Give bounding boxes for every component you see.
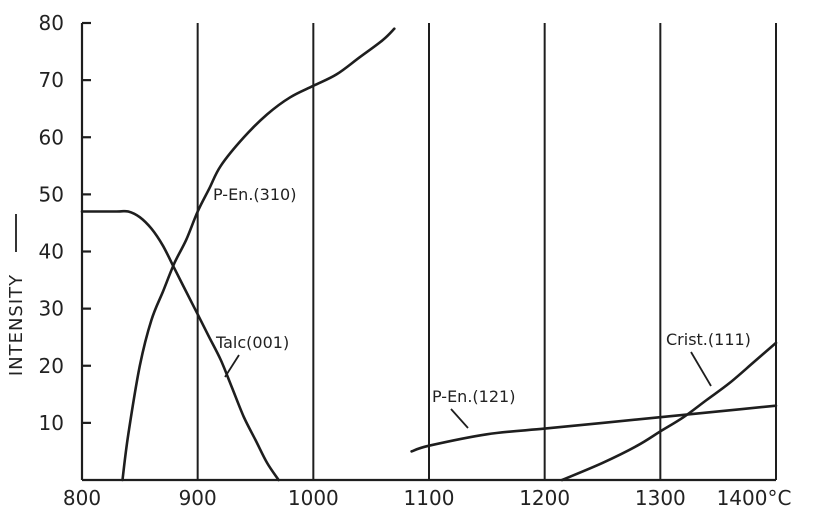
y-tick-label-70: 70 [39,68,64,92]
x-tick-label-800: 800 [63,486,101,509]
vertical-grid [196,23,777,480]
series-line-p-en-121 [410,404,778,453]
series-annotations: P-En.(310) Talc(001) P-En.(121) Crist.(111) [213,185,751,429]
y-tick-label-50: 50 [39,182,64,206]
x-tick-label-1200: 1200 [519,486,570,509]
series-leader-p-en-121 [450,408,469,429]
series-label-crist-111: Crist.(111) [666,330,751,349]
y-tick-label-60: 60 [39,125,64,149]
series-curves [80,27,778,482]
x-tick-label-1000: 1000 [288,486,339,509]
series-label-p-en-310: P-En.(310) [213,185,296,204]
series-leader-crist-111 [690,351,712,387]
y-tick-label-80: 80 [39,11,64,35]
series-label-p-en-121: P-En.(121) [432,387,515,406]
x-tick-label-1100: 1100 [404,486,455,509]
y-tick-label-10: 10 [39,411,64,435]
y-tick-label-40: 40 [39,240,64,264]
axes [80,21,776,482]
series-line-p-en-310 [121,27,396,482]
series-line-talc-001 [80,209,280,482]
tick-labels: 800 900 1000 1100 1200 1300 1400°C 10 20 30 40 50 60… [39,11,792,509]
series-leader-talc-001 [224,354,240,378]
y-axis-label: INTENSITY [6,274,27,376]
x-tick-label-1300: 1300 [635,486,686,509]
series-label-talc-001: Talc(001) [215,333,289,352]
y-tick-label-20: 20 [39,354,64,378]
y-tick-label-30: 30 [39,297,64,321]
x-tick-label-900: 900 [179,486,217,509]
x-tick-label-1400: 1400°C [717,486,792,509]
series-line-crist-111 [560,341,778,482]
